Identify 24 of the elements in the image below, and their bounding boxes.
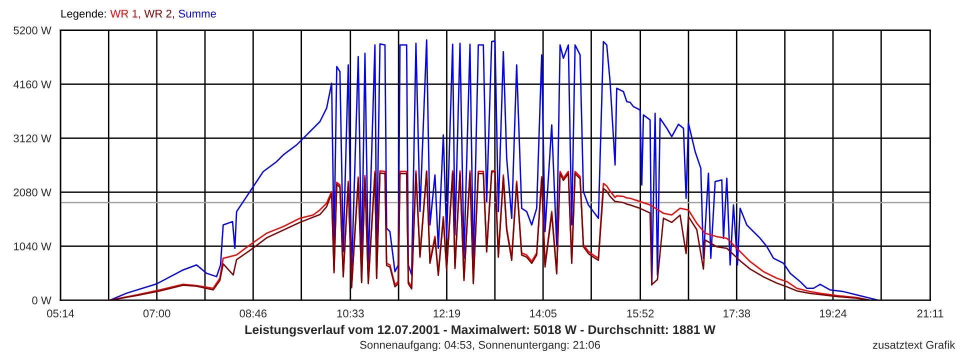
x-tick-label: 08:46: [240, 310, 267, 318]
x-tick-label: 14:05: [530, 310, 557, 318]
text: Leistungsverlauf vom 12.07.2001 - Maximalwert: 5018 W - Durchschnitt: 1881 W: [245, 324, 716, 337]
y-tick-label: 0 W: [32, 296, 52, 304]
x-tick-label: 05:14: [47, 310, 74, 318]
text: zusatztext Grafik: [872, 340, 956, 349]
y-tick-label: 5200 W: [14, 26, 52, 34]
text: Sonnenaufgang: 04:53, Sonnenuntergang: 21:06: [360, 340, 600, 351]
text: Summe: [178, 10, 216, 18]
y-tick-label: 2080 W: [14, 188, 52, 196]
x-tick-label: 12:19: [434, 310, 460, 318]
x-tick-label: 10:33: [337, 310, 364, 318]
x-tick-label: 17:38: [724, 310, 750, 318]
x-tick-label: 19:24: [820, 310, 847, 318]
line-series: [109, 39, 880, 300]
y-tick-label: 4160 W: [13, 80, 52, 88]
text: WR 1,: [110, 10, 140, 19]
x-tick-label: 15:52: [627, 310, 654, 318]
legend-title: Legende:: [61, 9, 106, 20]
text: WR 2,: [144, 10, 174, 19]
y-tick-label: 3120 W: [14, 134, 52, 142]
x-tick-label: 21:11: [917, 310, 944, 318]
x-tick-label: 07:00: [143, 310, 170, 318]
y-tick-label: 1040 W: [14, 242, 52, 250]
